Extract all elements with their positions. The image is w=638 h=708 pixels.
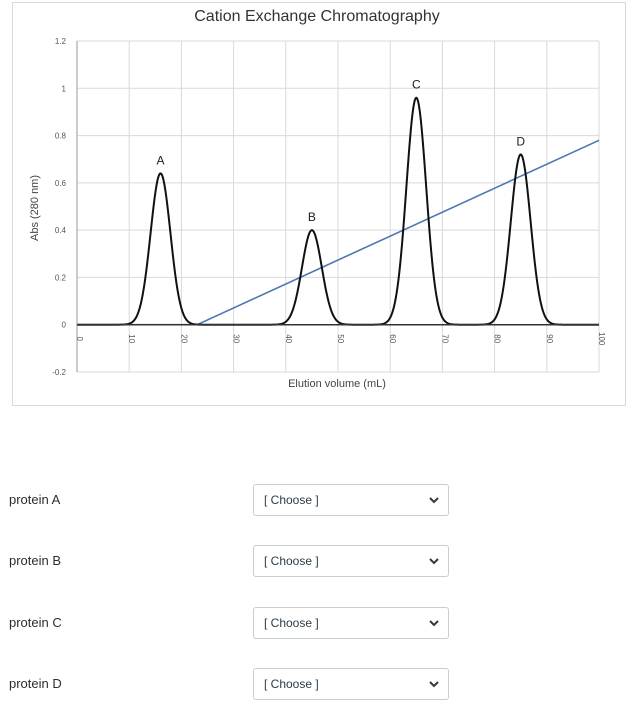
peak-label-b: B <box>308 210 316 224</box>
x-tick-label: 100 <box>597 332 606 346</box>
question-row-protein-c: protein C [ Choose ] <box>0 607 638 647</box>
x-tick-label: 70 <box>440 334 449 343</box>
y-tick-label: 0.4 <box>55 226 67 235</box>
answer-dropdown[interactable]: [ Choose ] <box>253 545 449 577</box>
y-tick-label: 0 <box>62 321 67 330</box>
trace-layer <box>77 96 599 326</box>
peak-labels: A B C D <box>157 78 526 224</box>
axes <box>76 41 599 372</box>
answer-dropdown[interactable]: [ Choose ] <box>253 668 449 700</box>
x-axis-label: Elution volume (mL) <box>288 378 386 390</box>
chevron-down-icon <box>429 620 439 627</box>
chromatography-chart: Cation Exchange Chromatography -0.2 0 0.2 0… <box>29 8 606 390</box>
question-row-protein-a: protein A [ Choose ] <box>0 484 638 524</box>
peak-label-a: A <box>157 153 165 167</box>
y-tick-label: -0.2 <box>52 368 66 377</box>
tick-labels: -0.2 0 0.2 0.4 0.6 0.8 1 1.2 0 10 20 30 40 50 60 70 80 90… <box>52 37 606 377</box>
dropdown-placeholder: [ Choose ] <box>264 616 319 630</box>
x-tick-label: 50 <box>336 334 345 343</box>
chevron-down-icon <box>429 497 439 504</box>
dropdown-placeholder: [ Choose ] <box>264 493 319 507</box>
x-tick-label: 0 <box>75 336 84 341</box>
y-tick-label: 0.8 <box>55 132 67 141</box>
y-tick-label: 0.2 <box>55 273 67 282</box>
y-axis-label: Abs (280 nm) <box>29 175 41 241</box>
chevron-down-icon <box>429 558 439 565</box>
x-tick-label: 60 <box>388 334 397 343</box>
x-tick-label: 90 <box>545 334 554 343</box>
question-label: protein B <box>9 553 62 568</box>
question-label: protein D <box>9 676 62 691</box>
chevron-down-icon <box>429 681 439 688</box>
x-tick-label: 30 <box>232 334 241 343</box>
y-tick-label: 1.2 <box>55 37 67 46</box>
chart-title: Cation Exchange Chromatography <box>194 8 439 25</box>
question-label: protein A <box>9 492 61 507</box>
question-label: protein C <box>9 615 62 630</box>
peak-label-c: C <box>412 78 421 92</box>
question-row-protein-d: protein D [ Choose ] <box>0 668 638 708</box>
x-tick-label: 40 <box>284 334 293 343</box>
y-tick-label: 0.6 <box>55 179 67 188</box>
x-tick-label: 80 <box>493 334 502 343</box>
question-row-protein-b: protein B [ Choose ] <box>0 545 638 585</box>
chart-frame <box>12 2 626 406</box>
answer-dropdown[interactable]: [ Choose ] <box>253 607 449 639</box>
y-tick-label: 1 <box>62 84 67 93</box>
peak-label-d: D <box>516 134 525 148</box>
absorbance-trace <box>77 96 599 326</box>
x-tick-label: 10 <box>127 334 136 343</box>
x-tick-label: 20 <box>179 334 188 343</box>
dropdown-placeholder: [ Choose ] <box>264 677 319 691</box>
answer-dropdown[interactable]: [ Choose ] <box>253 484 449 516</box>
dropdown-placeholder: [ Choose ] <box>264 554 319 568</box>
